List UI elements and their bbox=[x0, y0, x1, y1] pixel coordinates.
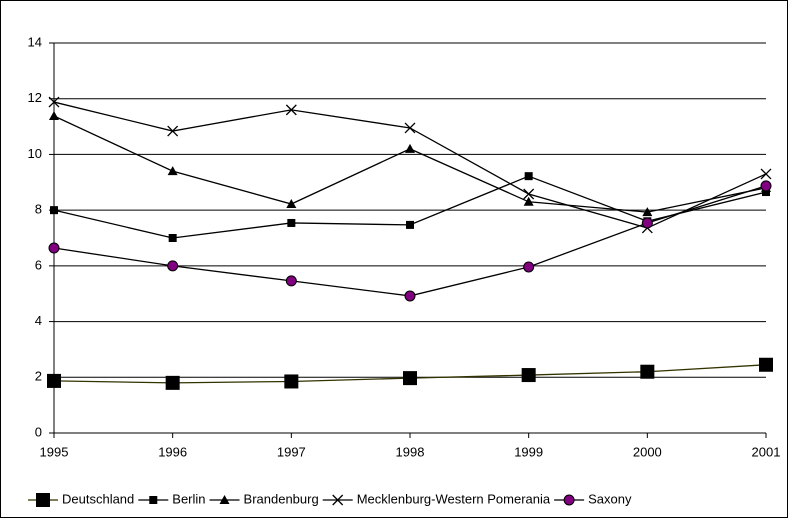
marker bbox=[406, 220, 414, 229]
x-tick-label: 1995 bbox=[40, 444, 69, 459]
x-tick-label: 1998 bbox=[396, 444, 425, 459]
marker bbox=[405, 143, 415, 153]
marker bbox=[762, 188, 770, 197]
marker bbox=[523, 188, 535, 200]
marker bbox=[524, 172, 533, 181]
marker bbox=[167, 125, 179, 137]
y-tick-label: 6 bbox=[35, 257, 42, 272]
marker bbox=[563, 494, 575, 506]
marker bbox=[759, 357, 773, 372]
marker bbox=[36, 493, 50, 507]
y-tick-label: 2 bbox=[35, 369, 42, 384]
marker bbox=[149, 496, 158, 504]
marker bbox=[523, 261, 535, 273]
marker bbox=[165, 375, 180, 390]
marker bbox=[167, 260, 179, 272]
marker bbox=[642, 207, 653, 217]
marker bbox=[640, 364, 655, 379]
marker bbox=[50, 206, 58, 215]
marker bbox=[168, 234, 177, 242]
y-tick-label: 12 bbox=[28, 90, 42, 105]
legend-item: Brandenburg bbox=[209, 491, 319, 506]
x-tick-label: 1997 bbox=[277, 444, 306, 459]
marker bbox=[403, 371, 417, 386]
marker bbox=[47, 373, 61, 388]
marker bbox=[404, 122, 416, 134]
marker bbox=[523, 196, 534, 206]
legend-label: Saxony bbox=[588, 491, 632, 506]
marker bbox=[48, 96, 60, 108]
marker bbox=[287, 218, 296, 227]
marker bbox=[332, 494, 344, 506]
legend-label: Mecklenburg-Western Pomerania bbox=[357, 491, 551, 506]
marker bbox=[49, 110, 59, 120]
series-line bbox=[53, 185, 767, 297]
marker bbox=[219, 495, 230, 504]
legend-item: Saxony bbox=[554, 491, 632, 506]
y-tick-label: 0 bbox=[35, 424, 42, 439]
marker bbox=[48, 242, 60, 254]
legend-label: Deutschland bbox=[62, 491, 134, 506]
y-tick-label: 10 bbox=[28, 146, 42, 161]
marker bbox=[760, 168, 772, 180]
y-tick-label: 14 bbox=[28, 34, 42, 49]
marker bbox=[284, 374, 299, 389]
marker bbox=[521, 368, 536, 383]
series-line bbox=[53, 115, 767, 213]
marker bbox=[285, 104, 297, 116]
marker bbox=[167, 166, 178, 176]
marker bbox=[760, 180, 772, 192]
x-tick-label: 1999 bbox=[514, 444, 543, 459]
legend-item: Deutschland bbox=[28, 491, 134, 507]
x-tick-label: 2000 bbox=[633, 444, 662, 459]
y-tick-label: 8 bbox=[35, 202, 42, 217]
marker bbox=[286, 199, 297, 209]
legend-label: Brandenburg bbox=[244, 491, 319, 506]
marker bbox=[285, 275, 297, 287]
legend-item: Berlin bbox=[138, 491, 206, 506]
x-tick-label: 1996 bbox=[158, 444, 187, 459]
y-tick-label: 4 bbox=[35, 313, 42, 328]
legend-label: Berlin bbox=[172, 491, 205, 506]
marker bbox=[404, 290, 416, 302]
marker bbox=[641, 217, 653, 229]
legend-item: Mecklenburg-Western Pomerania bbox=[322, 491, 551, 506]
x-tick-label: 2001 bbox=[752, 444, 781, 459]
